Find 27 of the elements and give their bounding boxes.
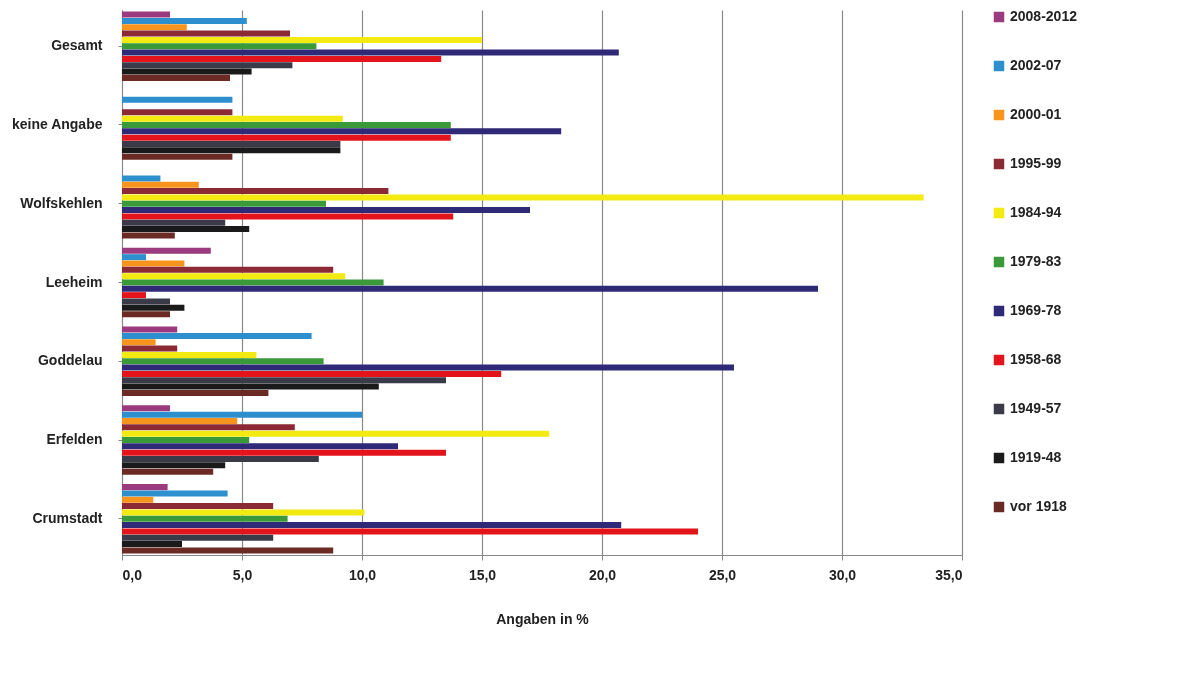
x-tick-label: 20,0 — [588, 566, 617, 583]
legend-label: 1949-57 — [1010, 400, 1062, 416]
y-tick-label: Leeheim — [45, 273, 103, 290]
legend-label: 1984-94 — [1010, 204, 1062, 220]
x-axis-title: Angaben in % — [496, 610, 590, 627]
x-tick-label: 5,0 — [232, 566, 253, 583]
legend-label: 1979-83 — [1010, 253, 1062, 269]
legend-label: vor 1918 — [1010, 498, 1068, 514]
x-tick-label: 0,0 — [122, 566, 143, 583]
legend-label: 1969-78 — [1010, 302, 1062, 318]
legend-label: 1995-99 — [1010, 155, 1062, 171]
y-tick-label: Wolfskehlen — [20, 194, 103, 211]
y-tick-label: Crumstadt — [32, 509, 103, 526]
x-tick-label: 30,0 — [828, 566, 857, 583]
legend-label: 1958-68 — [1010, 351, 1062, 367]
x-tick-label: 15,0 — [468, 566, 497, 583]
y-tick-label: keine Angabe — [11, 115, 103, 132]
legend-label: 2008-2012 — [1010, 8, 1078, 24]
x-tick-label: 35,0 — [935, 566, 963, 583]
x-tick-label: 25,0 — [708, 566, 737, 583]
legend-label: 1919-48 — [1010, 449, 1062, 465]
y-tick-label: Gesamt — [51, 37, 103, 54]
x-tick-label: 10,0 — [348, 566, 377, 583]
y-tick-label: Erfelden — [46, 431, 103, 448]
legend-label: 2002-07 — [1010, 57, 1062, 73]
y-tick-label: Goddelau — [37, 352, 103, 369]
legend-label: 2000-01 — [1010, 106, 1062, 122]
